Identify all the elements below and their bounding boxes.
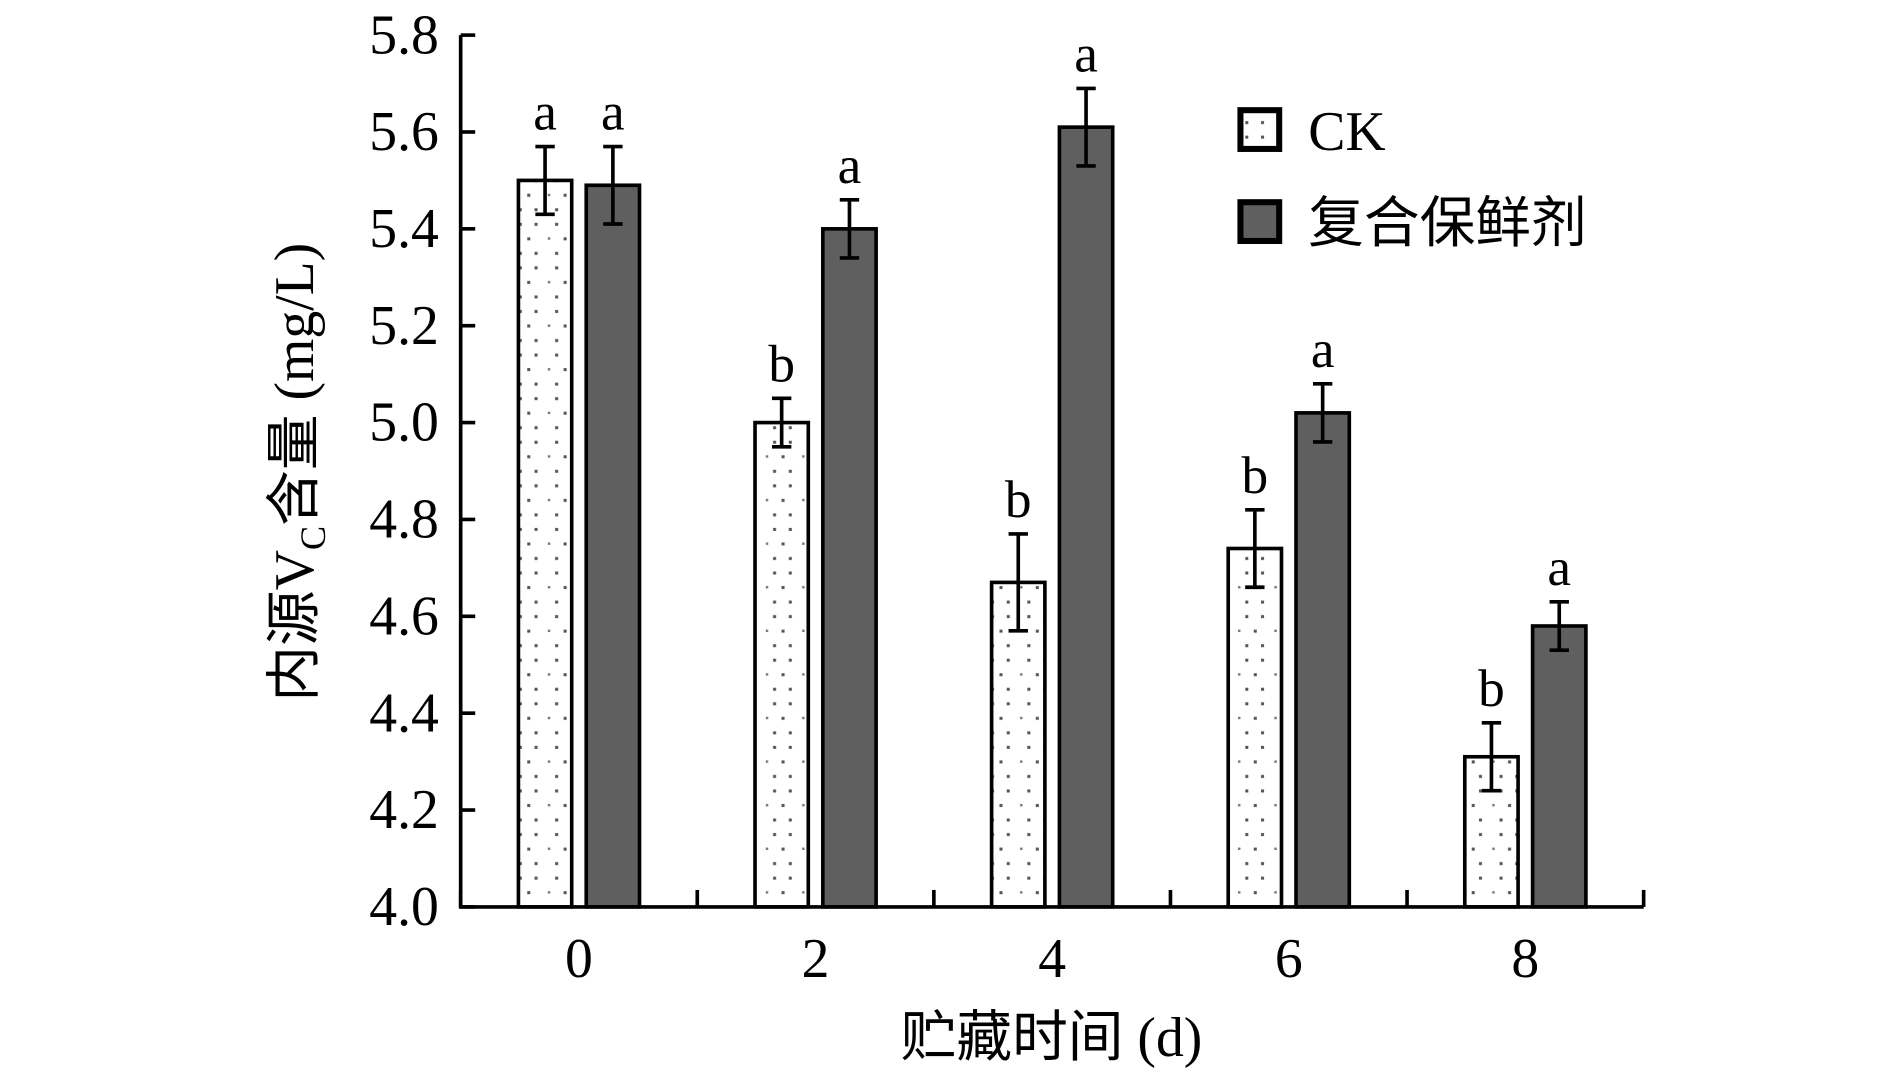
significance-letter: a <box>1547 538 1571 597</box>
y-tick-label: 4.4 <box>369 682 439 744</box>
legend: CK 复合保鲜剂 <box>1237 101 1587 255</box>
y-tick-label: 4.0 <box>369 876 439 938</box>
error-bar <box>771 396 792 449</box>
error-bar <box>1312 382 1333 444</box>
y-tick-label: 4.8 <box>369 489 439 551</box>
significance-letter: b <box>1478 659 1505 718</box>
bar-treatment-0 <box>584 183 642 909</box>
bar-treatment-2 <box>821 227 878 909</box>
y-tick-label: 4.2 <box>369 779 439 841</box>
error-bar <box>603 144 623 226</box>
significance-letter: a <box>601 83 625 142</box>
legend-label-treatment: 复合保鲜剂 <box>1308 193 1586 255</box>
y-tick-label: 5.0 <box>369 392 439 454</box>
axes: 0 2 4 6 8 4.0 4.2 4.4 4.6 4.8 5.0 5.2 5.4 5.6 5.8 <box>369 4 1646 990</box>
y-tick-label: 4.6 <box>369 585 439 647</box>
y-axis-label: 内源VC含量 (mg/L) <box>264 243 333 702</box>
bar-ck-6 <box>1226 546 1284 909</box>
error-bar <box>1549 599 1569 653</box>
bar-treatment-4 <box>1057 125 1115 909</box>
significance-letter: a <box>1311 320 1335 379</box>
y-tick-label: 5.4 <box>369 198 439 260</box>
error-bar <box>839 197 860 260</box>
x-tick-label: 4 <box>1038 928 1066 990</box>
error-bar <box>1008 532 1028 633</box>
bar-treatment-8 <box>1530 624 1588 909</box>
x-tick-label: 6 <box>1275 928 1303 990</box>
bar-ck-4 <box>989 580 1047 909</box>
x-tick-label: 8 <box>1511 928 1539 990</box>
error-bar <box>1245 507 1265 590</box>
significance-letter: a <box>1074 24 1098 83</box>
x-tick-label: 0 <box>565 928 593 990</box>
y-tick-label: 5.2 <box>369 295 439 357</box>
y-axis-label-prefix: 内源V <box>264 550 326 702</box>
bar-treatment-6 <box>1294 411 1352 909</box>
significance-letter: a <box>533 83 557 142</box>
significance-letter: b <box>1005 470 1032 529</box>
significance-letter: b <box>768 334 795 393</box>
error-bar <box>1076 86 1096 168</box>
error-bar <box>1481 721 1502 793</box>
legend-swatch-ck <box>1237 107 1283 152</box>
legend-swatch-treatment <box>1237 199 1283 244</box>
error-bar <box>535 144 555 217</box>
y-tick-label: 5.8 <box>369 4 439 66</box>
significance-letter: b <box>1242 446 1269 505</box>
y-tick-label: 5.6 <box>369 101 439 163</box>
x-axis-label: 贮藏时间 (d) <box>901 1007 1203 1069</box>
x-tick-label: 2 <box>802 928 830 990</box>
y-axis-label-suffix: 含量 (mg/L) <box>264 243 326 526</box>
legend-label-ck: CK <box>1308 101 1385 163</box>
significance-letter: a <box>838 136 862 195</box>
bar-ck-2 <box>753 420 811 909</box>
y-axis-label-subscript: C <box>293 526 333 550</box>
bar-ck-0 <box>516 178 574 909</box>
